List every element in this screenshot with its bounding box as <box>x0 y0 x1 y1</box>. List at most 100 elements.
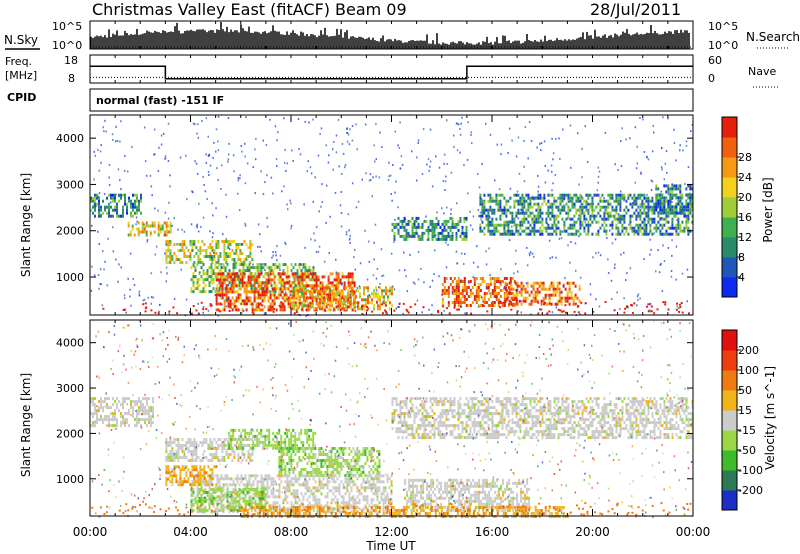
heatmap-cell <box>98 169 101 172</box>
heatmap-cell <box>112 214 114 218</box>
heatmap-cell <box>290 437 293 441</box>
heatmap-cell <box>457 295 460 298</box>
heatmap-cell <box>257 290 260 294</box>
heatmap-cell <box>573 202 576 206</box>
heatmap-cell <box>339 308 342 312</box>
heatmap-cell <box>587 223 590 227</box>
heatmap-cell <box>435 222 438 226</box>
heatmap-cell <box>665 232 668 236</box>
heatmap-cell <box>315 278 318 282</box>
heatmap-cell <box>609 211 612 215</box>
heatmap-cell <box>447 234 450 238</box>
heatmap-cell <box>276 245 278 248</box>
heatmap-cell <box>461 292 464 295</box>
heatmap-cell <box>371 310 374 313</box>
heatmap-cell <box>667 193 669 196</box>
heatmap-cell <box>165 249 168 252</box>
heatmap-cell <box>464 312 466 315</box>
heatmap-cell <box>292 275 295 279</box>
heatmap-cell <box>557 308 560 311</box>
heatmap-cell <box>513 199 516 203</box>
heatmap-cell <box>116 205 118 209</box>
heatmap-cell <box>193 438 196 441</box>
heatmap-cell <box>465 231 468 235</box>
heatmap-cell <box>329 304 331 308</box>
heatmap-cell <box>279 287 282 291</box>
heatmap-cell <box>303 278 306 282</box>
heatmap-cell <box>167 453 170 456</box>
heatmap-cell <box>639 226 642 230</box>
heatmap-cell <box>278 266 281 270</box>
heatmap-cell <box>269 278 272 282</box>
heatmap-cell <box>237 296 240 300</box>
heatmap-cell <box>315 281 318 285</box>
heatmap-cell <box>249 299 252 303</box>
heatmap-cell <box>203 255 206 258</box>
heatmap-cell <box>296 447 299 450</box>
heatmap-cell <box>566 299 569 303</box>
heatmap-cell <box>298 456 301 459</box>
heatmap-cell <box>416 179 418 182</box>
heatmap-cell <box>211 304 213 307</box>
heatmap-cell <box>546 287 549 291</box>
heatmap-cell <box>516 310 519 313</box>
heatmap-cell <box>539 196 542 200</box>
heatmap-cell <box>192 242 195 245</box>
heatmap-cell <box>527 196 530 200</box>
heatmap-cell <box>498 188 501 191</box>
heatmap-cell <box>335 151 338 154</box>
heatmap-cell <box>277 293 280 297</box>
heatmap-cell <box>241 450 244 453</box>
heatmap-cell <box>565 311 567 314</box>
heatmap-cell <box>647 205 650 209</box>
heatmap-cell <box>227 252 230 255</box>
heatmap-cell <box>470 131 473 134</box>
heatmap-cell <box>103 268 105 271</box>
heatmap-cell <box>553 223 556 227</box>
heatmap-cell <box>189 444 192 447</box>
heatmap-cell <box>463 263 465 265</box>
heatmap-cell <box>110 424 112 428</box>
heatmap-cell <box>230 281 233 285</box>
heatmap-cell <box>535 196 537 199</box>
heatmap-cell <box>142 409 144 413</box>
heatmap-cell <box>673 193 676 197</box>
heatmap-cell <box>114 400 116 404</box>
heatmap-cell <box>421 237 424 241</box>
heatmap-cell <box>304 428 307 432</box>
heatmap-cell <box>252 312 255 315</box>
heatmap-cell <box>520 290 523 294</box>
heatmap-cell <box>656 308 659 311</box>
heatmap-cell <box>437 311 440 314</box>
heatmap-cell <box>179 444 182 447</box>
heatmap-cell <box>648 232 651 235</box>
heatmap-cell <box>623 193 626 197</box>
heatmap-cell <box>134 424 136 428</box>
heatmap-cell <box>168 310 171 313</box>
heatmap-cell <box>262 139 264 142</box>
heatmap-cell <box>123 169 126 172</box>
heatmap-cell <box>520 300 522 303</box>
heatmap-cell <box>296 462 299 465</box>
heatmap-cell <box>568 302 571 306</box>
heatmap-cell <box>145 230 148 234</box>
heatmap-cell <box>193 444 196 447</box>
heatmap-cell <box>278 456 281 459</box>
heatmap-cell <box>293 290 296 294</box>
heatmap-cell <box>311 293 314 297</box>
heatmap-cell <box>351 281 354 285</box>
heatmap-cell <box>477 265 479 268</box>
heatmap-cell <box>445 277 448 280</box>
heatmap-cell <box>461 286 464 289</box>
heatmap-cell <box>196 281 199 285</box>
heatmap-cell <box>461 280 464 283</box>
heatmap-cell <box>565 229 568 233</box>
heatmap-cell <box>281 290 284 294</box>
heatmap-cell <box>217 314 219 317</box>
heatmap-cell <box>215 293 218 297</box>
heatmap-cell <box>421 173 424 175</box>
heatmap-cell <box>399 121 401 124</box>
heatmap-cell <box>235 272 238 276</box>
heatmap-cell <box>519 202 522 206</box>
heatmap-cell <box>138 290 141 293</box>
